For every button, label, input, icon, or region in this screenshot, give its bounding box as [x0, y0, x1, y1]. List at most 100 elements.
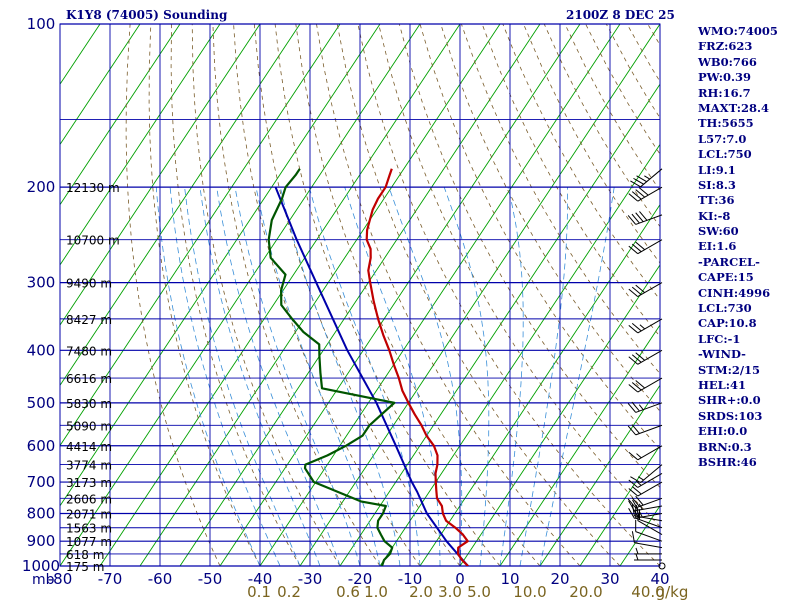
height-label: 618 m — [66, 548, 104, 562]
index-item: SI:8.3 — [698, 177, 736, 192]
pressure-temperature-grid — [59, 23, 661, 567]
dry-adiabat-line — [378, 24, 660, 528]
barb-full — [631, 401, 640, 412]
barb-staff — [635, 517, 663, 529]
mixing-ratio-label: 1.0 — [364, 583, 388, 600]
index-item: EI:1.6 — [698, 239, 737, 254]
index-item: SRDS:103 — [698, 408, 763, 423]
barb-full — [631, 286, 642, 295]
barb-staff — [634, 515, 663, 522]
barb-full — [639, 211, 648, 221]
barb-half — [635, 553, 639, 561]
barb-half — [639, 324, 646, 330]
wind-barb — [628, 481, 663, 497]
height-label: 175 m — [66, 560, 104, 574]
dry-adiabat-line — [336, 24, 621, 566]
barb-staff — [637, 520, 663, 536]
index-item: STM:2/15 — [698, 362, 761, 377]
temperature-tick-label: 0 — [455, 570, 465, 588]
mixing-ratio-label: 0.1 — [247, 583, 271, 600]
wind-barb — [634, 553, 662, 561]
barb-full — [631, 322, 642, 332]
moist-adiabat-line — [308, 187, 421, 566]
index-item: EHI:0.0 — [698, 424, 748, 439]
mixing-ratio-label: 20.0 — [569, 583, 602, 600]
wind-barb — [628, 186, 663, 202]
index-item: KI:-8 — [698, 208, 731, 223]
index-item: FRZ:623 — [698, 39, 753, 54]
moist-adiabat-line — [519, 187, 568, 566]
barb-full — [628, 507, 635, 519]
barb-staff — [634, 505, 663, 512]
wind-barb — [628, 377, 663, 393]
index-item: TH:5655 — [698, 116, 754, 131]
temperature-tick-label: 20 — [550, 570, 569, 588]
index-item: BSHR:46 — [698, 454, 757, 469]
wind-barbs — [627, 168, 666, 570]
barb-full — [628, 245, 639, 255]
barb-full — [635, 241, 646, 251]
parcel-profile — [274, 186, 469, 566]
barb-full — [628, 488, 639, 497]
barb-full — [631, 354, 642, 363]
isotherm-line — [539, 384, 660, 566]
barb-full — [628, 356, 639, 365]
height-label: 8427 m — [66, 313, 112, 327]
barb-full — [633, 177, 644, 185]
barb-full — [632, 499, 639, 511]
barb-staff — [637, 473, 663, 488]
temperature-tick-label: -10 — [398, 570, 423, 588]
barb-staff — [637, 318, 663, 334]
barb-staff — [637, 282, 663, 298]
barb-full — [631, 213, 640, 224]
isotherm-line — [339, 83, 660, 566]
moist-adiabat-line — [155, 187, 261, 566]
temperature-profile — [365, 168, 469, 566]
index-item: WMO:74005 — [698, 24, 778, 38]
temperature-tick-label: -20 — [348, 570, 373, 588]
barb-half — [638, 503, 643, 510]
height-label: 2606 m — [66, 492, 112, 506]
moist-adiabat-line — [184, 187, 301, 566]
barb-staff — [635, 424, 663, 436]
index-item: SHR+:0.0 — [698, 393, 761, 408]
index-item: CAPE:15 — [698, 270, 754, 285]
index-item: LFC:-1 — [698, 331, 741, 346]
barb-full — [638, 187, 649, 196]
barb-full — [635, 284, 646, 293]
index-item: MAXT:28.4 — [698, 100, 769, 115]
mixing-ratio-label: 5.0 — [467, 583, 491, 600]
index-item: L57:7.0 — [698, 131, 747, 146]
barb-staff — [637, 349, 663, 365]
isotherm-line — [139, 24, 501, 566]
isotherm-line — [299, 24, 660, 566]
sounding-title: K1Y8 (74005) Sounding — [66, 8, 228, 22]
isotherm-line — [219, 24, 581, 566]
height-label: 5090 m — [66, 419, 112, 433]
calm-wind-circle — [658, 562, 666, 570]
temperature-tick-label: -30 — [298, 570, 323, 588]
barb-full — [630, 180, 641, 188]
barb-staff — [640, 168, 663, 188]
wind-barb — [658, 562, 666, 570]
barb-full — [635, 189, 646, 198]
temperature-tick-label: -80 — [48, 570, 73, 588]
moist-adiabat-line — [216, 187, 341, 566]
pressure-tick-label: 900 — [27, 532, 56, 550]
barb-full — [630, 476, 641, 484]
barb-staff — [635, 214, 663, 225]
valid-time: 2100Z 8 DEC 25 — [566, 8, 675, 22]
wind-barb — [628, 473, 663, 488]
wind-barb — [631, 531, 663, 549]
barb-full — [635, 495, 644, 506]
isotherm-lines — [60, 24, 660, 566]
moist-adiabat-line — [539, 187, 615, 566]
wind-barb — [634, 547, 662, 555]
height-label: 6616 m — [66, 372, 112, 386]
barb-full — [628, 288, 639, 297]
barb-full — [627, 403, 637, 413]
temperature-tick-label: 10 — [500, 570, 519, 588]
barb-full — [631, 531, 635, 543]
barb-staff — [635, 402, 663, 413]
